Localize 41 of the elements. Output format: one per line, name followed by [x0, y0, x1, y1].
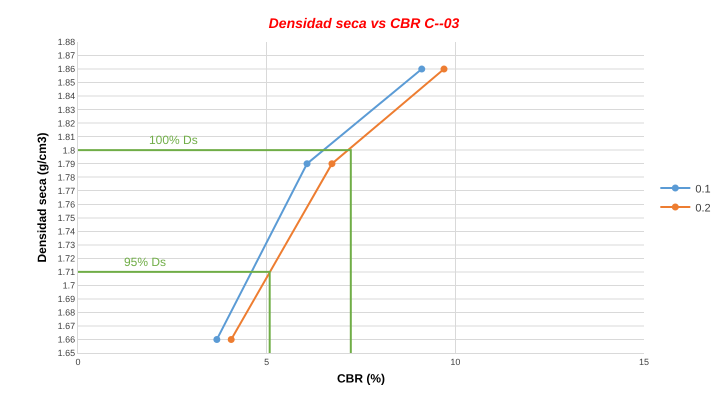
y-tick-label: 1.87	[58, 50, 76, 61]
x-tick-label: 5	[264, 356, 270, 367]
y-tick-label: 1.76	[58, 199, 76, 210]
y-tick-label: 1.65	[58, 348, 76, 358]
y-tick-label: 1.69	[58, 294, 76, 304]
point	[440, 66, 448, 73]
y-tick-label: 1.81	[58, 132, 76, 142]
y-tick-label: 1.66	[58, 334, 76, 345]
y-tick-label: 1.8	[62, 145, 76, 156]
point	[213, 336, 220, 343]
point	[228, 336, 235, 343]
chart-title: Densidad seca vs CBR C--03	[268, 15, 460, 32]
y-tick-label: 1.84	[58, 91, 76, 102]
y-tick-label: 1.73	[58, 240, 76, 250]
legend-label: 0.2	[695, 202, 711, 214]
y-tick-label: 1.88	[58, 37, 76, 48]
y-tick-label: 1.78	[58, 172, 76, 182]
point	[418, 66, 426, 73]
point	[328, 160, 336, 168]
y-tick-label: 1.74	[58, 226, 76, 236]
y-tick-label: 1.77	[58, 186, 76, 196]
series-label: 100% Ds	[149, 133, 198, 147]
point	[304, 160, 311, 168]
x-tick-label: 0	[75, 356, 81, 367]
y-tick-label: 1.83	[58, 104, 76, 115]
y-tick-label: 1.86	[58, 64, 76, 74]
y-axis-title: Densidad seca (g/cm3)	[34, 132, 49, 263]
y-tick-label: 1.72	[58, 254, 76, 264]
x-tick-label: 15	[638, 356, 650, 367]
x-axis-title: CBR (%)	[337, 372, 385, 386]
y-tick-label: 1.85	[58, 78, 76, 88]
y-tick-label: 1.75	[58, 212, 76, 223]
y-tick-label: 1.79	[58, 158, 76, 169]
y-tick-label: 1.7	[62, 280, 76, 291]
series-label: 95% Ds	[124, 255, 166, 269]
y-tick-label: 1.67	[58, 321, 76, 332]
x-tick-label: 10	[450, 356, 460, 367]
y-tick-label: 1.68	[58, 308, 76, 318]
y-tick-label: 1.71	[58, 267, 76, 278]
y-tick-label: 1.82	[58, 118, 76, 128]
legend-label: 0.1	[695, 183, 711, 196]
